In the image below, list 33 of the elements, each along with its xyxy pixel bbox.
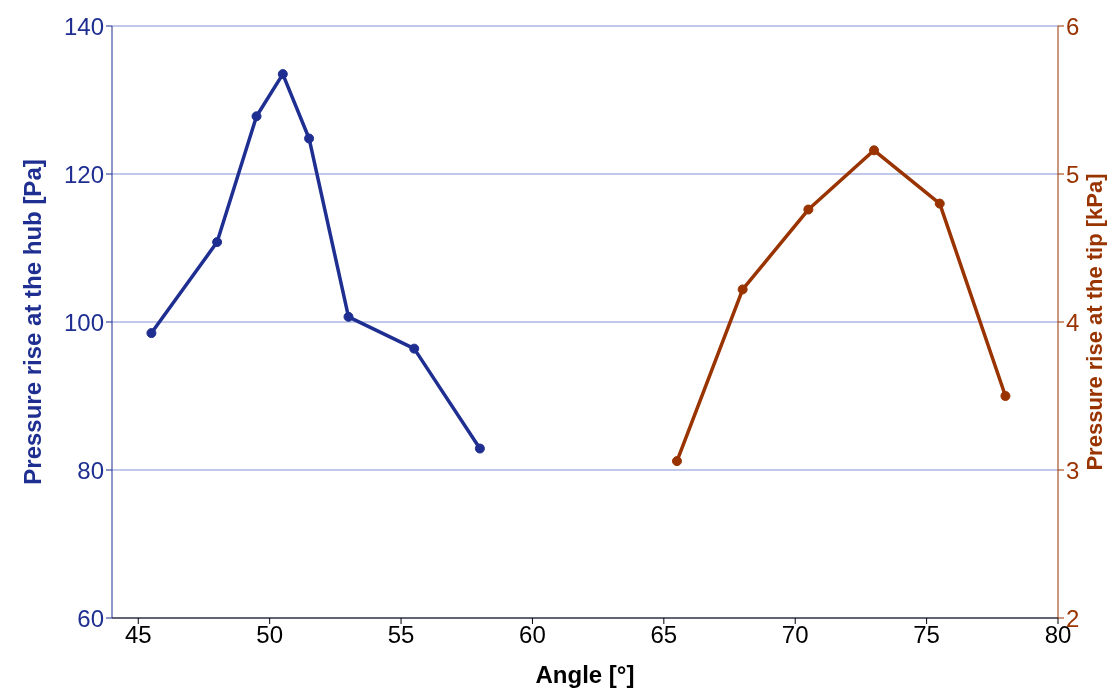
point [146,328,157,339]
y-tick-label: 140 [63,12,104,40]
x-tick-label: 55 [387,621,415,649]
y2-tick-label: 5 [1066,160,1080,188]
point [409,343,420,354]
y2-tick-label: 3 [1066,456,1080,484]
x-tick-label: 45 [124,621,152,649]
point [934,198,945,209]
x-tick-label: 65 [650,621,678,649]
point [869,145,880,156]
point [474,443,485,454]
x-axis-title: Angle [°] [535,661,635,688]
x-tick-label: 75 [913,621,940,649]
x-tick-label: 50 [256,621,284,649]
point [671,456,682,467]
point [277,69,288,80]
point [737,284,748,295]
y2-tick-label: 4 [1066,308,1080,336]
point [343,311,354,322]
y-tick-label: 100 [63,308,104,336]
y-tick-label: 80 [77,456,104,484]
point [251,111,262,122]
point [803,204,814,215]
y2-axis-title: Pressure rise at the tip [kPa] [1081,173,1107,471]
point [1000,391,1011,401]
y-tick-label: 120 [63,160,104,188]
point [304,133,315,144]
y2-tick-label: 6 [1066,12,1080,40]
y-axis-title: Pressure rise at the hub [Pa] [18,159,46,485]
x-tick-label: 70 [781,621,809,649]
x-tick-label: 60 [519,621,546,649]
point [212,237,223,248]
y-tick-label: 60 [77,604,104,632]
